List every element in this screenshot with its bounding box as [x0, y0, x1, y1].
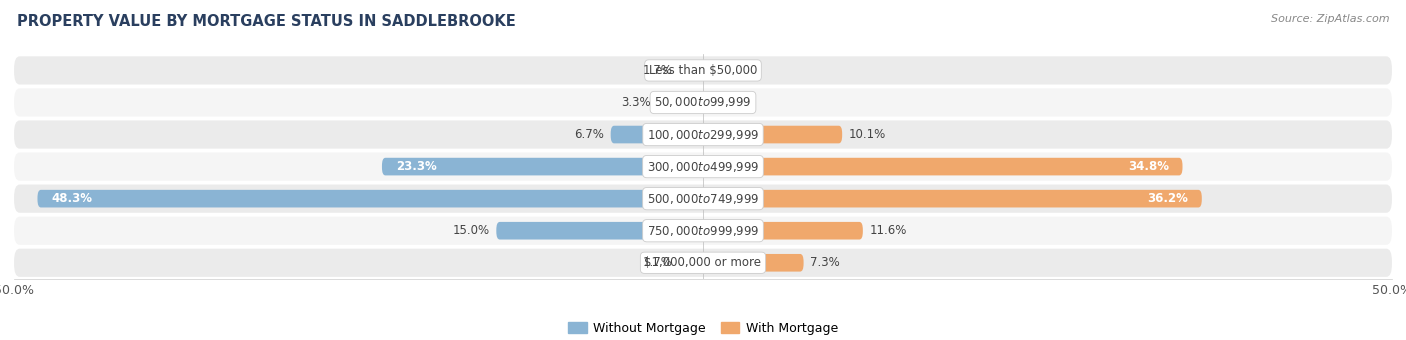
Text: Less than $50,000: Less than $50,000	[648, 64, 758, 77]
FancyBboxPatch shape	[658, 94, 703, 111]
Text: 10.1%: 10.1%	[849, 128, 886, 141]
FancyBboxPatch shape	[14, 185, 1392, 213]
FancyBboxPatch shape	[14, 88, 1392, 117]
Text: $100,000 to $299,999: $100,000 to $299,999	[647, 128, 759, 141]
FancyBboxPatch shape	[703, 254, 804, 272]
Text: 11.6%: 11.6%	[870, 224, 907, 237]
Text: 48.3%: 48.3%	[51, 192, 93, 205]
Text: Source: ZipAtlas.com: Source: ZipAtlas.com	[1271, 14, 1389, 23]
FancyBboxPatch shape	[38, 190, 703, 207]
Text: 3.3%: 3.3%	[621, 96, 651, 109]
Text: $500,000 to $749,999: $500,000 to $749,999	[647, 192, 759, 206]
FancyBboxPatch shape	[496, 222, 703, 239]
Text: 1.7%: 1.7%	[643, 256, 672, 269]
Text: PROPERTY VALUE BY MORTGAGE STATUS IN SADDLEBROOKE: PROPERTY VALUE BY MORTGAGE STATUS IN SAD…	[17, 14, 516, 29]
Legend: Without Mortgage, With Mortgage: Without Mortgage, With Mortgage	[562, 317, 844, 340]
FancyBboxPatch shape	[703, 126, 842, 143]
FancyBboxPatch shape	[14, 217, 1392, 245]
FancyBboxPatch shape	[14, 56, 1392, 85]
FancyBboxPatch shape	[679, 254, 703, 272]
FancyBboxPatch shape	[382, 158, 703, 175]
FancyBboxPatch shape	[703, 158, 1182, 175]
Text: 7.3%: 7.3%	[810, 256, 841, 269]
FancyBboxPatch shape	[703, 190, 1202, 207]
Text: 1.7%: 1.7%	[643, 64, 672, 77]
Text: $300,000 to $499,999: $300,000 to $499,999	[647, 159, 759, 174]
FancyBboxPatch shape	[703, 222, 863, 239]
Text: 6.7%: 6.7%	[574, 128, 603, 141]
FancyBboxPatch shape	[610, 126, 703, 143]
Text: $750,000 to $999,999: $750,000 to $999,999	[647, 224, 759, 238]
Text: 23.3%: 23.3%	[395, 160, 436, 173]
Text: $50,000 to $99,999: $50,000 to $99,999	[654, 96, 752, 109]
FancyBboxPatch shape	[679, 62, 703, 79]
Text: 36.2%: 36.2%	[1147, 192, 1188, 205]
Text: 15.0%: 15.0%	[453, 224, 489, 237]
FancyBboxPatch shape	[14, 120, 1392, 149]
FancyBboxPatch shape	[14, 249, 1392, 277]
Text: $1,000,000 or more: $1,000,000 or more	[644, 256, 762, 269]
FancyBboxPatch shape	[14, 153, 1392, 181]
Text: 34.8%: 34.8%	[1128, 160, 1168, 173]
